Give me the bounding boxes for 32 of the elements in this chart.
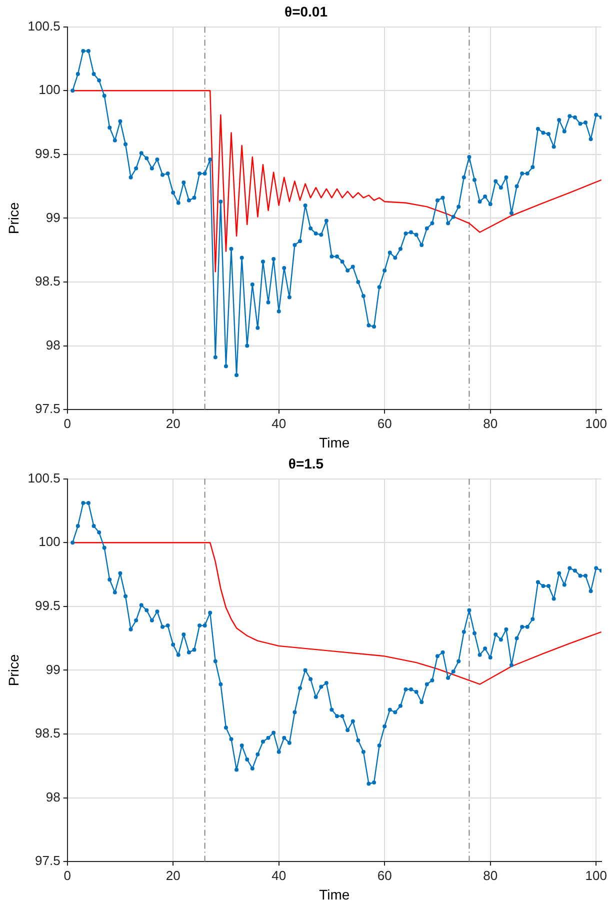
y-tick-label: 100 bbox=[38, 534, 60, 550]
y-tick-label: 99.5 bbox=[35, 146, 60, 161]
x-tick-label: 20 bbox=[166, 416, 180, 431]
y-tick-label: 97.5 bbox=[35, 401, 60, 416]
chart-title: θ=1.5 bbox=[288, 455, 324, 472]
chart-title: θ=0.01 bbox=[284, 3, 328, 20]
x-tick-label: 80 bbox=[483, 416, 498, 431]
x-tick-label: 40 bbox=[272, 868, 286, 883]
y-tick-label: 100.5 bbox=[28, 470, 60, 486]
x-axis-title: Time bbox=[319, 886, 350, 902]
x-tick-label: 0 bbox=[64, 416, 71, 431]
y-tick-label: 100 bbox=[38, 82, 60, 98]
x-tick-label: 20 bbox=[166, 868, 180, 883]
y-tick-label: 98.5 bbox=[35, 726, 60, 741]
x-tick-label: 60 bbox=[377, 868, 392, 883]
y-tick-label: 99 bbox=[46, 210, 60, 225]
y-tick-label: 98 bbox=[46, 789, 60, 804]
x-tick-label: 0 bbox=[64, 868, 71, 883]
y-axis-title: Price bbox=[5, 654, 22, 686]
y-tick-label: 98.5 bbox=[35, 274, 60, 289]
y-tick-label: 99.5 bbox=[35, 598, 60, 613]
x-axis-title: Time bbox=[319, 434, 350, 450]
y-tick-label: 100.5 bbox=[28, 18, 60, 34]
x-tick-label: 100 bbox=[585, 868, 607, 883]
x-tick-label: 60 bbox=[377, 416, 392, 431]
y-tick-label: 98 bbox=[46, 337, 60, 352]
y-tick-label: 97.5 bbox=[35, 853, 60, 868]
x-tick-label: 100 bbox=[585, 416, 607, 431]
y-tick-label: 99 bbox=[46, 662, 60, 677]
x-tick-label: 80 bbox=[483, 868, 498, 883]
y-axis-title: Price bbox=[5, 202, 22, 234]
x-tick-label: 40 bbox=[272, 416, 286, 431]
